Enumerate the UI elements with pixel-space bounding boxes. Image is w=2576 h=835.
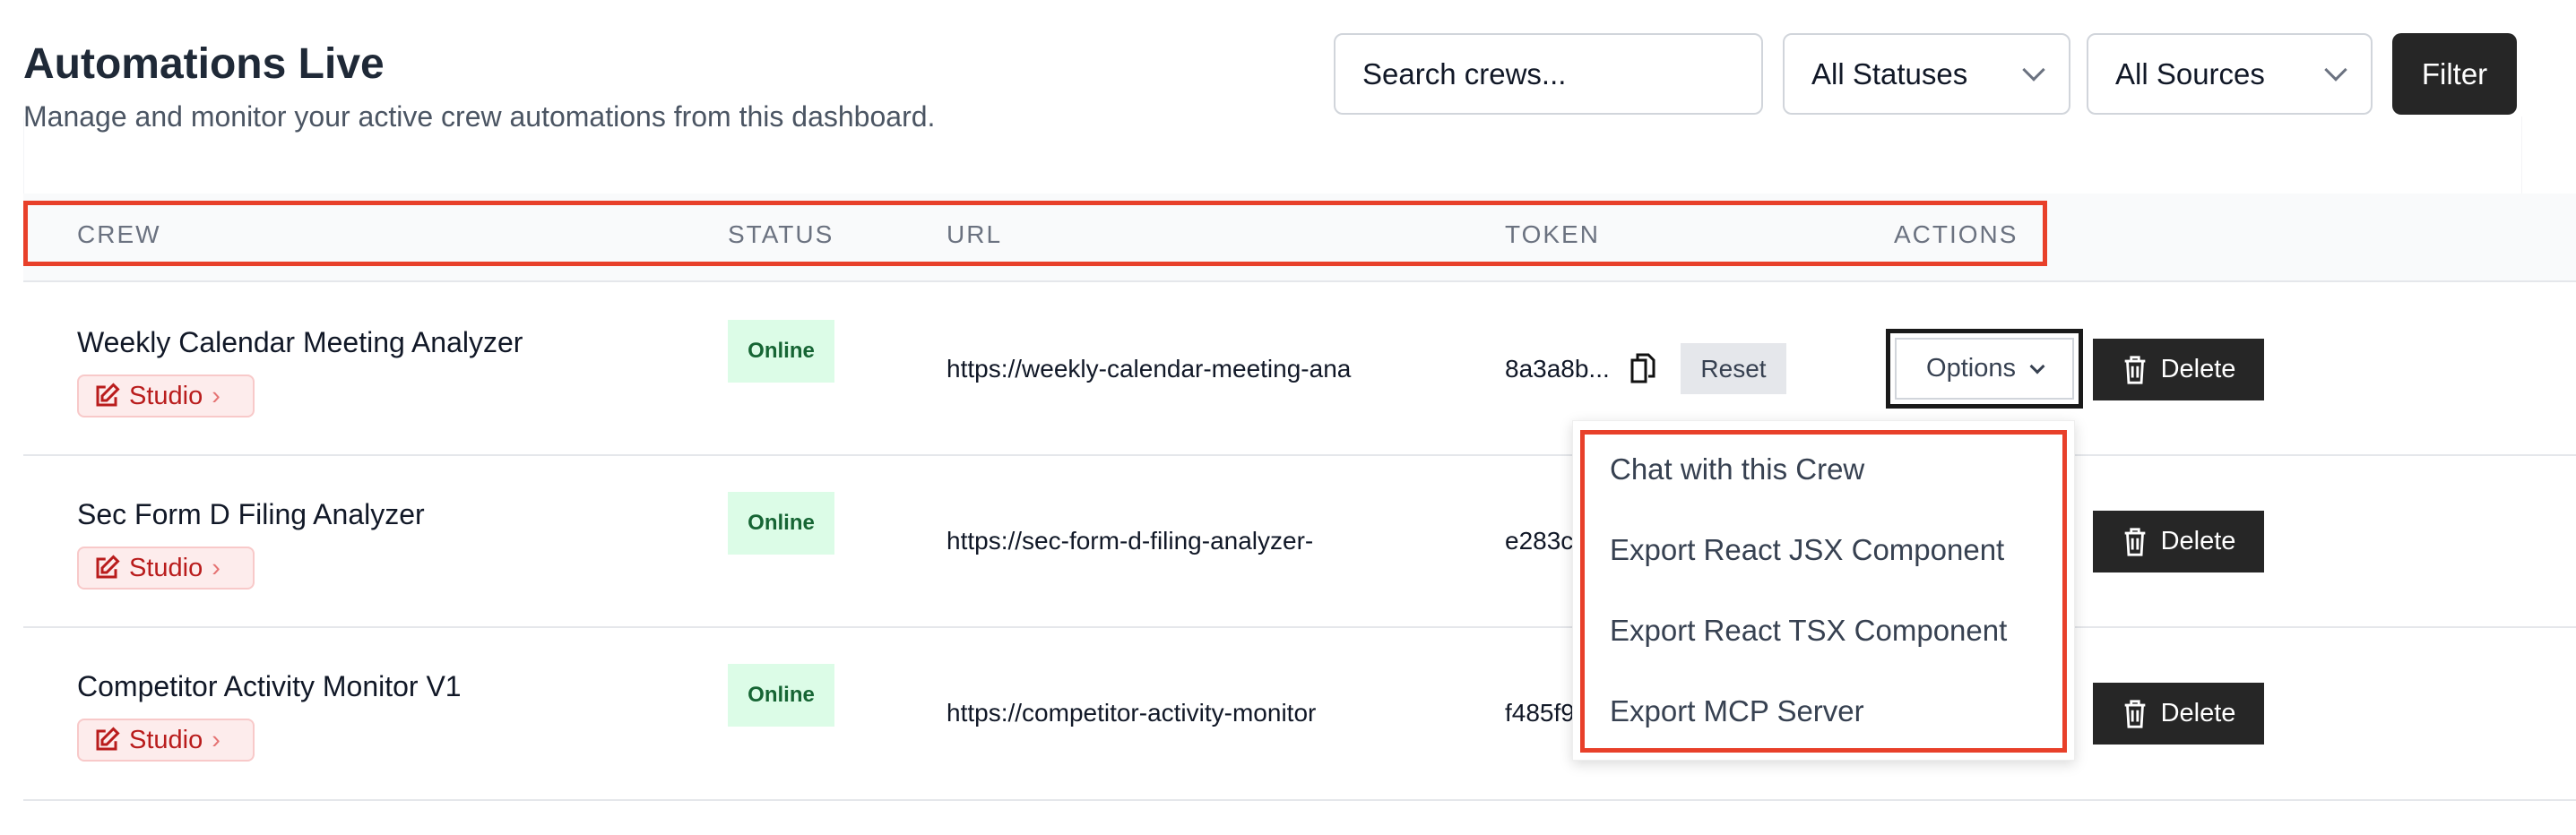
status-badge: Online [728,320,834,383]
menu-highlight [1580,430,2067,753]
crew-name: Weekly Calendar Meeting Analyzer [77,326,523,358]
header-highlight [23,201,2047,266]
crew-url[interactable]: https://sec-form-d-filing-analyzer- [947,527,1314,555]
chevron-down-icon [2029,358,2045,374]
source-select[interactable]: All Sources [2087,33,2373,115]
trash-icon [2124,355,2145,384]
status-badge: Online [728,492,834,555]
chevron-down-icon [2324,57,2347,82]
options-focus-outline [1886,329,2083,409]
menu-item-export-mcp[interactable]: Export MCP Server [1610,694,1864,727]
row-divider [23,799,2576,801]
copy-icon[interactable] [1629,352,1656,384]
edit-icon [96,383,120,407]
menu-item-export-jsx[interactable]: Export React JSX Component [1610,533,2005,566]
column-url: URL [947,220,1003,248]
options-label: Options [1926,354,2016,383]
crew-url[interactable]: https://weekly-calendar-meeting-ana [947,355,1352,383]
reset-token-button[interactable]: Reset [1681,343,1786,394]
edit-icon [96,555,120,579]
token-value: f485f9 [1505,699,1575,727]
studio-label: Studio [129,553,203,582]
crew-name: Competitor Activity Monitor V1 [77,670,462,702]
delete-label: Delete [2160,527,2236,555]
trash-icon [2124,699,2145,728]
trash-icon [2124,527,2145,556]
row-divider [23,454,2576,456]
studio-link[interactable]: Studio › [77,374,255,418]
menu-item-export-tsx[interactable]: Export React TSX Component [1610,614,2008,647]
chevron-right-icon: › [212,725,220,754]
delete-button[interactable]: Delete [2093,683,2264,745]
options-button[interactable]: Options [1895,338,2074,400]
menu-item-chat[interactable]: Chat with this Crew [1610,452,1865,486]
chevron-down-icon [2022,57,2045,82]
edit-icon [96,727,120,751]
delete-button[interactable]: Delete [2093,339,2264,400]
column-status: STATUS [728,220,834,248]
status-select-value: All Statuses [1811,56,1968,90]
crew-name: Sec Form D Filing Analyzer [77,498,425,530]
studio-link[interactable]: Studio › [77,547,255,590]
source-select-value: All Sources [2115,56,2265,90]
studio-label: Studio [129,725,203,754]
studio-link[interactable]: Studio › [77,719,255,762]
row-divider [23,626,2576,628]
table-header [23,194,2576,282]
options-menu [1572,420,2075,761]
filter-button[interactable]: Filter [2392,33,2517,115]
table-card [23,116,2522,194]
page-subtitle: Manage and monitor your active crew auto… [23,100,936,133]
status-badge: Online [728,664,834,727]
delete-label: Delete [2160,699,2236,727]
column-actions: ACTIONS [1894,220,2018,248]
crew-url[interactable]: https://competitor-activity-monitor [947,699,1317,727]
chevron-right-icon: › [212,553,220,582]
token-value: e283c [1505,527,1574,555]
studio-label: Studio [129,381,203,410]
search-placeholder: Search crews... [1362,56,1567,90]
chevron-right-icon: › [212,381,220,410]
search-input[interactable]: Search crews... [1334,33,1763,115]
delete-button[interactable]: Delete [2093,511,2264,572]
status-select[interactable]: All Statuses [1783,33,2070,115]
column-token: TOKEN [1505,220,1600,248]
column-crew: CREW [77,220,161,248]
delete-label: Delete [2160,355,2236,383]
token-value: 8a3a8b... [1505,355,1610,383]
page-title: Automations Live [23,40,385,88]
